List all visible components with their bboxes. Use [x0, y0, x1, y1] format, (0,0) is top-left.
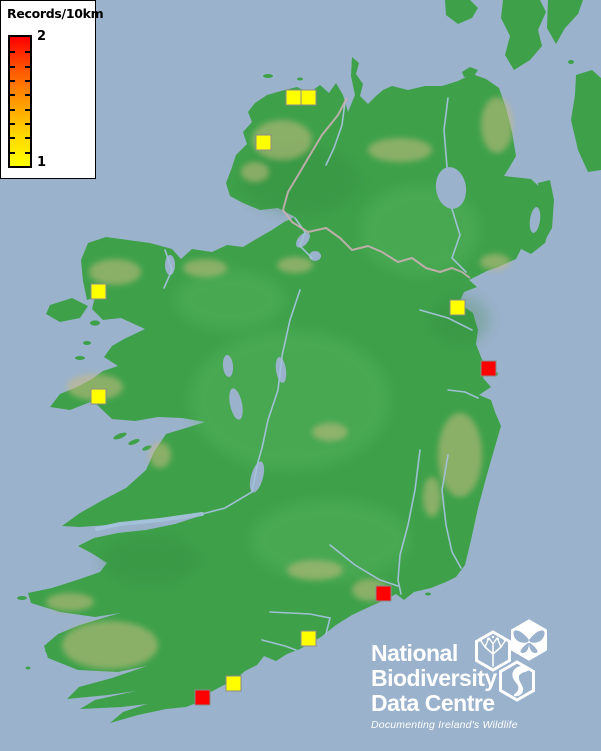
- terrain-relief: [46, 97, 513, 669]
- legend-min-label: 1: [37, 155, 47, 170]
- legend-tick: [10, 51, 15, 54]
- butterfly-icon: [511, 619, 547, 661]
- legend-tick: [25, 65, 30, 68]
- legend-tick: [25, 137, 30, 140]
- record-square[interactable]: [90, 283, 107, 300]
- legend-tick: [25, 80, 30, 82]
- nbdc-logo: National Biodiversity Data Centre Docume…: [371, 619, 601, 731]
- logo-tagline: Documenting Ireland's Wildlife: [371, 719, 518, 731]
- record-square[interactable]: [480, 360, 497, 377]
- lakes: [165, 167, 541, 493]
- legend-tick: [25, 151, 30, 154]
- legend-tick: [25, 108, 30, 111]
- legend-gradient-bar: [8, 35, 32, 168]
- legend-tick: [10, 151, 15, 154]
- northern-ireland-border: [282, 97, 471, 279]
- rivers: [95, 97, 479, 651]
- record-square[interactable]: [285, 89, 302, 106]
- record-squares-layer: [90, 89, 497, 706]
- seahorse-icon: [499, 660, 535, 702]
- legend-tick: [10, 137, 15, 140]
- legend-max-label: 2: [37, 29, 47, 44]
- record-square[interactable]: [90, 388, 107, 405]
- legend-tick: [25, 94, 30, 97]
- logo-line-3: Data Centre: [371, 690, 495, 716]
- legend-tick: [10, 108, 15, 111]
- logo-line-2: Biodiversity: [371, 665, 497, 691]
- record-square[interactable]: [300, 89, 317, 106]
- tree-icon: [475, 630, 511, 672]
- legend-tick: [10, 80, 15, 82]
- legend-tick: [10, 123, 15, 125]
- record-square[interactable]: [194, 689, 211, 706]
- record-square[interactable]: [300, 630, 317, 647]
- record-square[interactable]: [225, 675, 242, 692]
- legend-tick: [10, 65, 15, 68]
- legend-panel: Records/10km 2 1: [0, 0, 104, 179]
- legend-tick: [25, 51, 30, 54]
- legend-title: Records/10km: [7, 6, 104, 21]
- record-square[interactable]: [255, 134, 272, 151]
- legend-tick: [10, 94, 15, 97]
- legend-tick: [25, 123, 30, 125]
- record-square[interactable]: [449, 299, 466, 316]
- logo-line-1: National: [371, 640, 458, 666]
- record-square[interactable]: [375, 585, 392, 602]
- logo-hexagon-cluster: [475, 619, 547, 702]
